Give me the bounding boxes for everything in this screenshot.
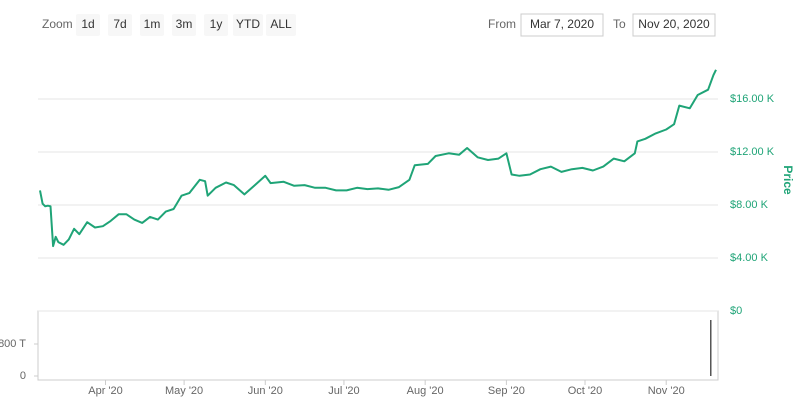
to-value[interactable]: Nov 20, 2020 bbox=[638, 17, 710, 31]
volume-bar bbox=[710, 320, 712, 376]
from-input[interactable] bbox=[520, 13, 604, 37]
x-tick-label: Oct '20 bbox=[568, 385, 603, 397]
x-tick-label: May '20 bbox=[165, 385, 203, 397]
zoom-button-label[interactable]: 7d bbox=[113, 17, 126, 31]
zoom-button[interactable] bbox=[76, 14, 100, 36]
zoom-button[interactable] bbox=[172, 14, 196, 36]
volume-tick-label: 800 T bbox=[0, 338, 26, 350]
x-tick-label: Jun '20 bbox=[248, 385, 283, 397]
y-tick-label: $4.00 K bbox=[730, 252, 769, 264]
x-tick-label: Aug '20 bbox=[407, 385, 444, 397]
zoom-button[interactable] bbox=[266, 14, 296, 36]
x-tick-label: Apr '20 bbox=[88, 385, 123, 397]
zoom-label: Zoom bbox=[42, 17, 73, 31]
zoom-button-label[interactable]: YTD bbox=[236, 17, 260, 31]
to-input[interactable] bbox=[632, 13, 716, 37]
x-tick-label: Nov '20 bbox=[648, 385, 685, 397]
y-tick-label: $8.00 K bbox=[730, 199, 769, 211]
zoom-button[interactable] bbox=[140, 14, 164, 36]
zoom-button-label[interactable]: 1d bbox=[81, 17, 94, 31]
zoom-button-label[interactable]: ALL bbox=[270, 17, 292, 31]
volume-pane bbox=[37, 310, 719, 381]
y-tick-label: $16.00 K bbox=[730, 93, 775, 105]
x-tick-label: Sep '20 bbox=[488, 385, 525, 397]
zoom-button[interactable] bbox=[204, 14, 228, 36]
zoom-button-label[interactable]: 1m bbox=[144, 17, 161, 31]
zoom-button-label[interactable]: 1y bbox=[210, 17, 223, 31]
volume-tick-label: 0 bbox=[20, 370, 26, 382]
y-tick-label: $12.00 K bbox=[730, 146, 775, 158]
x-tick-label: Jul '20 bbox=[328, 385, 359, 397]
from-value[interactable]: Mar 7, 2020 bbox=[530, 17, 594, 31]
zoom-button[interactable] bbox=[108, 14, 132, 36]
to-label: To bbox=[613, 17, 626, 31]
y-axis-title: Price bbox=[781, 165, 795, 195]
from-label: From bbox=[488, 17, 516, 31]
y-tick-label: $0 bbox=[730, 305, 742, 317]
zoom-button-label[interactable]: 3m bbox=[176, 17, 193, 31]
zoom-button[interactable] bbox=[233, 14, 263, 36]
price-line bbox=[39, 69, 717, 248]
